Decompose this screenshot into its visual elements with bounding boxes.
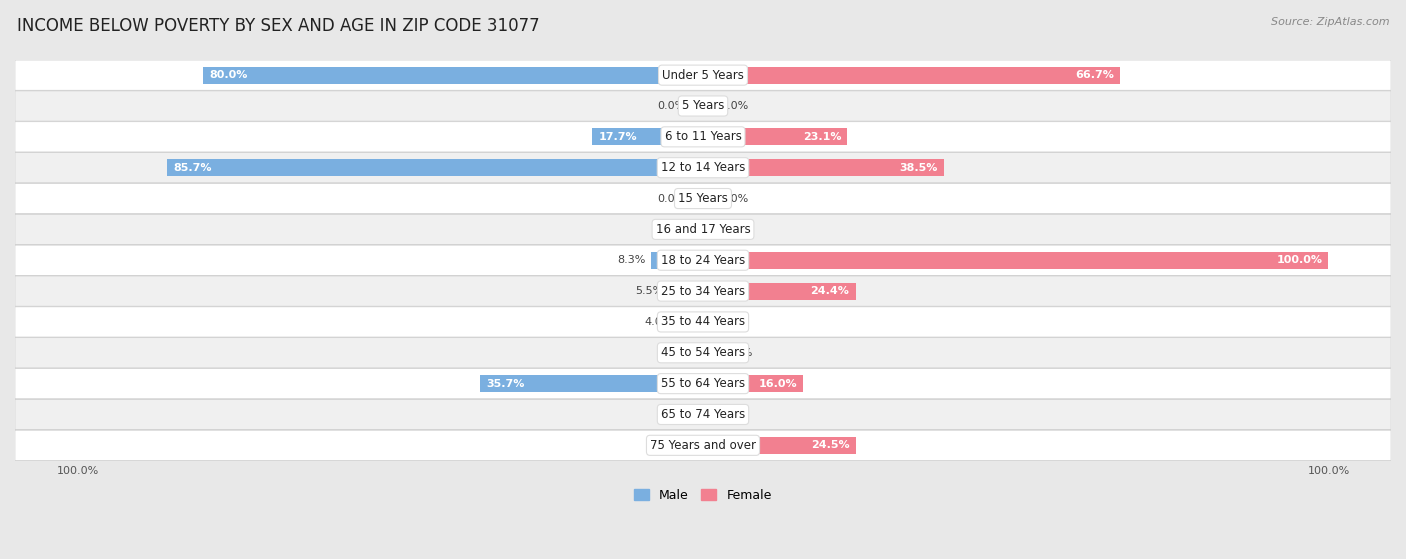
Text: 35.7%: 35.7% <box>486 378 524 389</box>
Text: Source: ZipAtlas.com: Source: ZipAtlas.com <box>1271 17 1389 27</box>
Text: 0.0%: 0.0% <box>720 101 749 111</box>
Bar <box>703 283 856 300</box>
Bar <box>703 129 848 145</box>
FancyBboxPatch shape <box>15 276 1391 306</box>
Text: 0.0%: 0.0% <box>657 101 686 111</box>
Text: 1.2%: 1.2% <box>720 410 749 419</box>
Text: 18 to 24 Years: 18 to 24 Years <box>661 254 745 267</box>
FancyBboxPatch shape <box>15 60 1391 90</box>
Text: 0.0%: 0.0% <box>720 224 749 234</box>
Bar <box>703 159 943 176</box>
Text: 55 to 64 Years: 55 to 64 Years <box>661 377 745 390</box>
Text: 4.0%: 4.0% <box>644 317 673 327</box>
Bar <box>703 252 1329 269</box>
Bar <box>703 375 803 392</box>
Bar <box>479 375 703 392</box>
Bar <box>703 67 1121 84</box>
Text: 0.0%: 0.0% <box>657 348 686 358</box>
FancyBboxPatch shape <box>15 153 1391 183</box>
Text: Under 5 Years: Under 5 Years <box>662 69 744 82</box>
Text: 75 Years and over: 75 Years and over <box>650 439 756 452</box>
FancyBboxPatch shape <box>15 183 1391 214</box>
Text: 2.5%: 2.5% <box>724 348 752 358</box>
Text: 0.0%: 0.0% <box>720 193 749 203</box>
Text: 45 to 54 Years: 45 to 54 Years <box>661 346 745 359</box>
Bar <box>202 67 703 84</box>
Text: 5 Years: 5 Years <box>682 100 724 112</box>
FancyBboxPatch shape <box>15 338 1391 368</box>
Text: 25 to 34 Years: 25 to 34 Years <box>661 285 745 297</box>
Bar <box>703 437 856 454</box>
Bar <box>690 97 703 115</box>
Bar <box>703 221 716 238</box>
Bar <box>690 437 703 454</box>
Text: 65 to 74 Years: 65 to 74 Years <box>661 408 745 421</box>
Text: 0.0%: 0.0% <box>657 224 686 234</box>
Text: 24.5%: 24.5% <box>811 440 851 451</box>
FancyBboxPatch shape <box>15 368 1391 399</box>
Text: INCOME BELOW POVERTY BY SEX AND AGE IN ZIP CODE 31077: INCOME BELOW POVERTY BY SEX AND AGE IN Z… <box>17 17 540 35</box>
Bar <box>689 406 703 423</box>
Text: 0.0%: 0.0% <box>657 440 686 451</box>
Text: 80.0%: 80.0% <box>209 70 247 80</box>
Bar <box>703 344 718 361</box>
FancyBboxPatch shape <box>15 245 1391 276</box>
Text: 17.7%: 17.7% <box>599 132 637 142</box>
FancyBboxPatch shape <box>15 122 1391 152</box>
Bar <box>592 129 703 145</box>
Legend: Male, Female: Male, Female <box>630 484 776 506</box>
Text: 6 to 11 Years: 6 to 11 Years <box>665 130 741 143</box>
Bar <box>167 159 703 176</box>
FancyBboxPatch shape <box>15 214 1391 244</box>
FancyBboxPatch shape <box>15 307 1391 337</box>
Text: 2.2%: 2.2% <box>655 410 685 419</box>
Text: 23.1%: 23.1% <box>803 132 841 142</box>
Text: 66.7%: 66.7% <box>1076 70 1114 80</box>
Bar <box>703 314 716 330</box>
Text: 24.4%: 24.4% <box>810 286 849 296</box>
Text: 100.0%: 100.0% <box>1277 255 1322 265</box>
Bar <box>703 97 716 115</box>
Text: 15 Years: 15 Years <box>678 192 728 205</box>
Text: 38.5%: 38.5% <box>900 163 938 173</box>
Text: 5.5%: 5.5% <box>636 286 664 296</box>
Text: 16 and 17 Years: 16 and 17 Years <box>655 223 751 236</box>
Text: 0.0%: 0.0% <box>720 317 749 327</box>
Bar <box>703 406 710 423</box>
Bar <box>690 221 703 238</box>
Bar <box>690 344 703 361</box>
Text: 8.3%: 8.3% <box>617 255 647 265</box>
Bar <box>678 314 703 330</box>
Text: 16.0%: 16.0% <box>758 378 797 389</box>
Bar <box>669 283 703 300</box>
Text: 12 to 14 Years: 12 to 14 Years <box>661 161 745 174</box>
FancyBboxPatch shape <box>15 91 1391 121</box>
Text: 35 to 44 Years: 35 to 44 Years <box>661 315 745 329</box>
Bar <box>690 190 703 207</box>
Text: 85.7%: 85.7% <box>173 163 212 173</box>
FancyBboxPatch shape <box>15 430 1391 461</box>
Bar <box>651 252 703 269</box>
Text: 0.0%: 0.0% <box>657 193 686 203</box>
FancyBboxPatch shape <box>15 399 1391 430</box>
Bar <box>703 190 716 207</box>
